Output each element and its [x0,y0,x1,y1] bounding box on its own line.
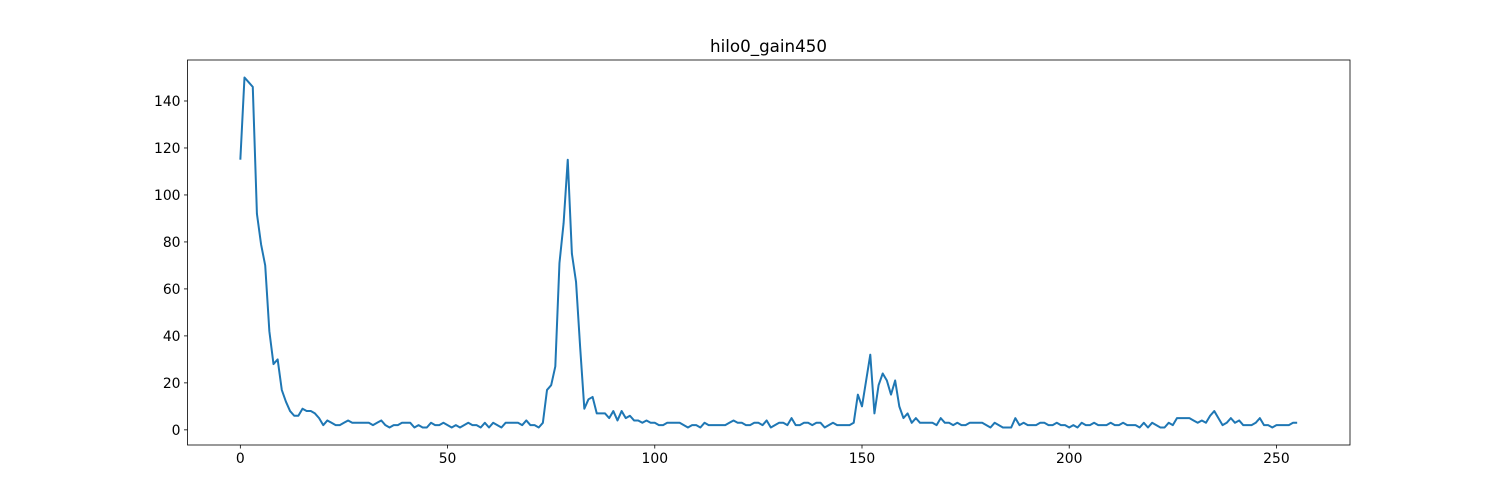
y-tick-label: 120 [154,141,181,157]
y-tick-label: 40 [163,329,181,345]
y-tick-label: 20 [163,376,181,392]
plot-frame [187,59,1351,446]
line [239,76,1298,429]
x-tick-label: 100 [642,451,669,467]
y-tick-label: 140 [154,94,181,110]
x-tick-label: 0 [236,451,245,467]
x-tick-label: 250 [1263,451,1290,467]
x-tick-label: 150 [849,451,876,467]
y-tick-label: 60 [163,282,181,298]
x-tick-label: 200 [1056,451,1083,467]
x-tick-label: 50 [439,451,457,467]
y-tick-label: 80 [163,235,181,251]
chart-title: hilo0_gain450 [710,36,827,57]
y-tick-label: 100 [154,188,181,204]
y-tick-label: 0 [172,423,181,439]
